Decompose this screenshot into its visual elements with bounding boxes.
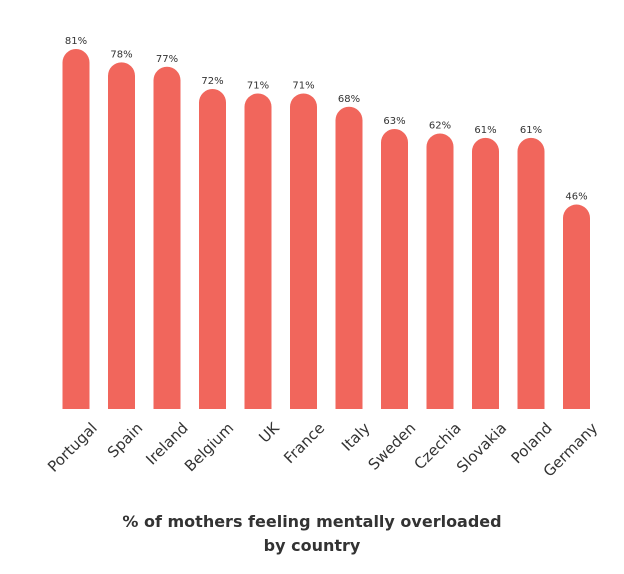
- value-label-ireland: 77%: [156, 54, 178, 65]
- value-labels-group: 81% 78% 77% 72% 71% 71% 68% 63% 62% 61% 61% 46%: [65, 36, 588, 203]
- bar-slovakia: [472, 137, 499, 409]
- value-label-france: 71%: [292, 80, 314, 91]
- value-label-uk: 71%: [247, 80, 269, 91]
- bar-uk: [244, 93, 272, 409]
- category-label-sweden: Sweden: [365, 419, 420, 474]
- category-label-spain: Spain: [104, 419, 146, 461]
- bars-group: [62, 49, 590, 410]
- value-label-slovakia: 61%: [474, 125, 496, 136]
- category-label-italy: Italy: [338, 419, 374, 455]
- value-label-spain: 78%: [110, 49, 132, 60]
- category-label-uk: UK: [255, 418, 283, 446]
- value-label-belgium: 72%: [201, 76, 223, 87]
- value-label-italy: 68%: [338, 94, 360, 105]
- value-label-portugal: 81%: [65, 36, 87, 47]
- category-label-france: France: [280, 419, 328, 467]
- value-label-germany: 46%: [565, 192, 587, 203]
- bar-spain: [108, 62, 135, 409]
- bar-sweden: [381, 129, 408, 409]
- chart-title-line-2: by country: [263, 536, 361, 555]
- bar-belgium: [199, 89, 226, 409]
- category-label-slovakia: Slovakia: [453, 419, 510, 476]
- bar-portugal: [62, 49, 90, 409]
- value-label-poland: 61%: [520, 125, 542, 136]
- category-label-portugal: Portugal: [44, 419, 101, 476]
- bar-italy: [335, 106, 363, 410]
- value-label-czechia: 62%: [429, 120, 451, 131]
- bar-france: [290, 93, 317, 409]
- chart-title-line-1: % of mothers feeling mentally overloaded: [122, 512, 502, 531]
- bar-germany: [563, 204, 590, 409]
- bar-czechia: [426, 133, 454, 409]
- value-label-sweden: 63%: [383, 116, 405, 127]
- category-label-belgium: Belgium: [181, 419, 237, 475]
- bar-poland: [517, 137, 545, 409]
- bar-ireland: [153, 66, 181, 410]
